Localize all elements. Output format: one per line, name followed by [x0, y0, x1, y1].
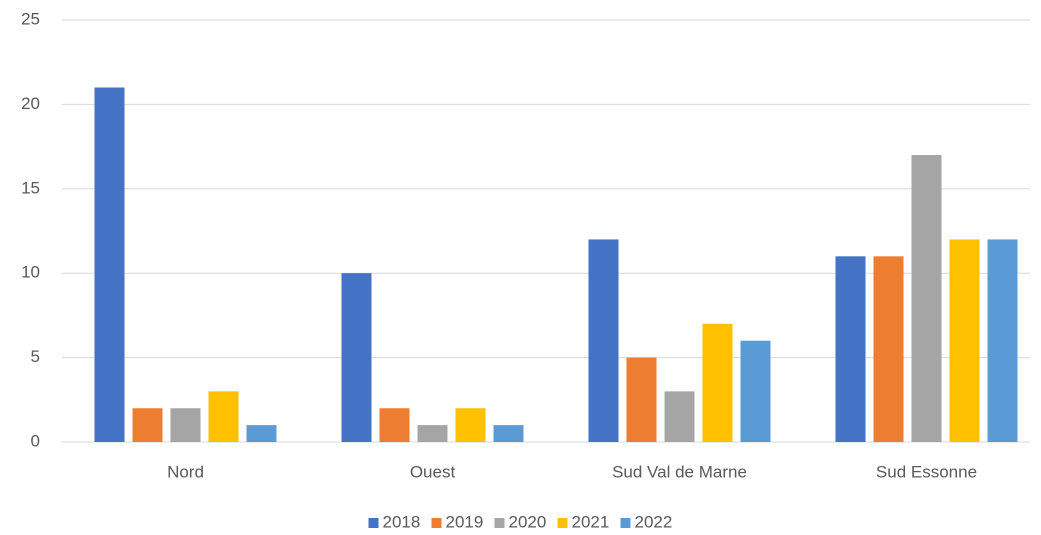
bar: [379, 408, 410, 442]
y-tick-label: 5: [31, 347, 40, 366]
x-tick-label: Nord: [167, 462, 204, 481]
bar: [664, 391, 695, 442]
bar: [873, 256, 904, 442]
y-tick-label: 15: [21, 178, 40, 197]
y-tick-label: 10: [21, 263, 40, 282]
legend-swatch: [431, 518, 442, 528]
y-tick-label: 0: [31, 431, 40, 450]
x-tick-label: Sud Essonne: [876, 462, 977, 481]
y-tick-label: 25: [21, 9, 40, 28]
legend-swatch: [494, 518, 505, 528]
bar: [341, 273, 372, 442]
legend-label: 2022: [635, 512, 673, 531]
x-tick-label: Ouest: [410, 462, 456, 481]
bar: [170, 408, 201, 442]
bar: [493, 425, 524, 442]
bar: [208, 391, 239, 442]
bar: [987, 239, 1018, 442]
legend-swatch: [557, 518, 568, 528]
bar: [702, 323, 733, 442]
legend-label: 2019: [446, 512, 484, 531]
bar: [626, 357, 657, 442]
bar: [949, 239, 980, 442]
legend-swatch: [368, 518, 379, 528]
bar: [911, 155, 942, 443]
bar: [835, 256, 866, 442]
bar: [455, 408, 486, 442]
legend-label: 2018: [383, 512, 421, 531]
x-tick-label: Sud Val de Marne: [612, 462, 747, 481]
bar: [132, 408, 163, 442]
legend-swatch: [620, 518, 631, 528]
bar: [740, 340, 771, 442]
bar: [417, 425, 448, 442]
legend-label: 2020: [509, 512, 547, 531]
bar: [94, 87, 125, 443]
bar: [588, 239, 619, 442]
legend-label: 2021: [572, 512, 610, 531]
y-tick-label: 20: [21, 94, 40, 113]
bar: [246, 425, 277, 442]
